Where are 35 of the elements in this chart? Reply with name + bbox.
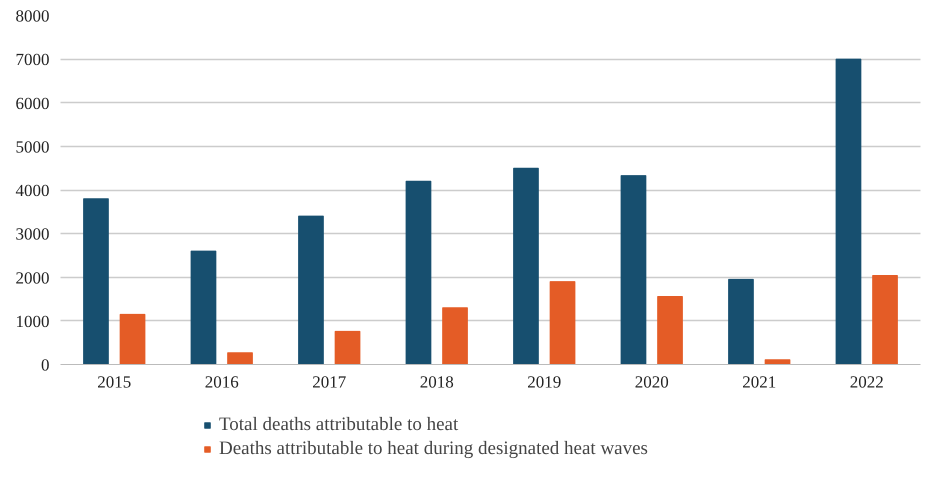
y-tick-label: 1000 bbox=[16, 312, 50, 331]
legend-label: Deaths attributable to heat during designated heat waves bbox=[219, 438, 648, 460]
x-tick-label: 2015 bbox=[97, 372, 132, 392]
x-tick-label: 2021 bbox=[742, 372, 776, 392]
x-tick-label: 2018 bbox=[420, 372, 454, 392]
y-tick-label: 5000 bbox=[16, 137, 50, 156]
bar bbox=[227, 352, 253, 364]
y-tick-label: 2000 bbox=[16, 268, 50, 288]
bar bbox=[620, 175, 646, 364]
x-tick-label: 2020 bbox=[634, 372, 669, 392]
bar bbox=[83, 198, 109, 364]
bar bbox=[120, 314, 146, 364]
bar bbox=[836, 58, 862, 364]
bar bbox=[764, 359, 790, 364]
y-tick-label: 3000 bbox=[16, 224, 50, 244]
bar bbox=[298, 216, 324, 364]
y-tick-label: 4000 bbox=[16, 181, 50, 200]
bar bbox=[442, 307, 468, 364]
y-tick-label: 0 bbox=[41, 356, 50, 374]
x-tick-label: 2019 bbox=[527, 372, 562, 392]
x-tick-label: 2016 bbox=[204, 372, 239, 392]
y-tick-label: 6000 bbox=[16, 94, 50, 113]
bar bbox=[190, 250, 216, 364]
bar bbox=[406, 180, 432, 364]
bar bbox=[872, 275, 898, 364]
y-tick-label: 7000 bbox=[16, 50, 50, 70]
bar bbox=[513, 168, 539, 364]
y-tick-label: 8000 bbox=[16, 6, 50, 26]
bar bbox=[550, 281, 576, 364]
bar bbox=[334, 330, 360, 364]
bar bbox=[657, 296, 683, 364]
x-tick-label: 2022 bbox=[850, 372, 884, 392]
x-tick-label: 2017 bbox=[312, 372, 347, 392]
legend-label: Total deaths attributable to heat bbox=[219, 414, 458, 436]
bar bbox=[728, 278, 754, 364]
